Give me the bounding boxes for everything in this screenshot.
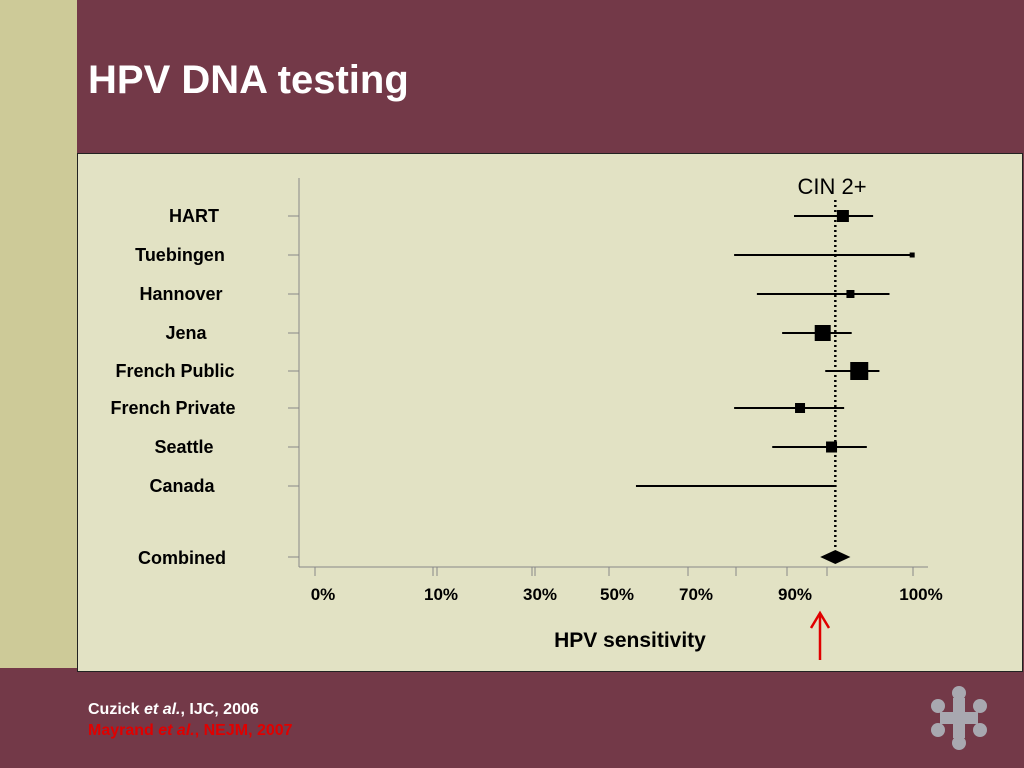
ref-etal: et al. (158, 722, 195, 739)
study-label: HART (169, 206, 219, 226)
x-tick-label: 0% (311, 585, 336, 604)
study-label: French Private (110, 398, 235, 418)
point-estimate (814, 325, 831, 341)
point-estimate (826, 441, 838, 453)
study-label: Canada (149, 476, 215, 496)
point-estimate (909, 252, 915, 258)
combined-diamond (820, 550, 851, 564)
point-estimate (795, 403, 806, 413)
references: Cuzick et al., IJC, 2006 Mayrand et al.,… (88, 699, 293, 741)
x-tick-label: 30% (523, 585, 557, 604)
chart-panel (77, 153, 1023, 672)
chart-title: CIN 2+ (797, 174, 866, 199)
study-label: Hannover (139, 284, 222, 304)
combined-label: Combined (138, 548, 226, 568)
study-label: Jena (165, 323, 207, 343)
ref-rest: , NEJM, 2007 (194, 722, 293, 739)
slide-title: HPV DNA testing (88, 58, 409, 102)
red-arrow-head (809, 610, 831, 629)
x-tick-label: 50% (600, 585, 634, 604)
reference-1: Cuzick et al., IJC, 2006 (88, 699, 293, 720)
study-label: Seattle (154, 437, 213, 457)
point-estimate (850, 362, 869, 380)
ref-rest: , IJC, 2006 (180, 701, 259, 718)
ref-author: Cuzick (88, 701, 140, 718)
x-tick-label: 10% (424, 585, 458, 604)
x-axis-label: HPV sensitivity (554, 629, 706, 652)
study-label: French Public (115, 361, 234, 381)
study-label: Tuebingen (135, 245, 225, 265)
x-tick-label: 90% (778, 585, 812, 604)
logo-icon (931, 686, 987, 750)
side-strip (0, 0, 77, 668)
x-tick-label: 70% (679, 585, 713, 604)
reference-2: Mayrand et al., NEJM, 2007 (88, 720, 293, 741)
x-tick-label: 100% (899, 585, 942, 604)
ref-etal: et al. (144, 701, 181, 718)
point-estimate (846, 290, 855, 298)
point-estimate (836, 210, 849, 222)
ref-author: Mayrand (88, 722, 154, 739)
